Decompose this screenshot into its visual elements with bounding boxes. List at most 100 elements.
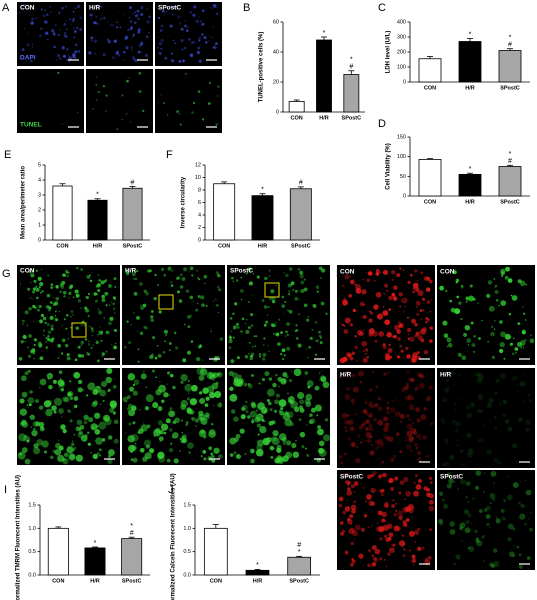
micrograph-signal <box>74 446 77 450</box>
micrograph-signal <box>283 354 286 357</box>
micrograph-signal <box>410 428 417 435</box>
micrograph-signal <box>73 371 81 379</box>
micrograph-signal <box>449 529 456 535</box>
micrograph-signal <box>250 401 256 407</box>
micrograph-signal <box>259 355 262 358</box>
micrograph-signal <box>114 328 118 332</box>
micrograph-signal <box>288 301 290 303</box>
micrograph-signal <box>87 352 91 356</box>
micrograph-signal <box>471 343 476 347</box>
micrograph-signal <box>204 40 208 44</box>
bar <box>498 50 522 83</box>
micrograph-signal <box>185 423 188 427</box>
micrograph-signal <box>195 425 197 427</box>
micrograph-signal <box>201 303 205 307</box>
micrograph-signal <box>33 357 35 360</box>
micrograph-signal <box>426 300 431 305</box>
micrograph-signal <box>73 27 75 29</box>
micrograph-signal <box>213 447 220 454</box>
micrograph-signal <box>361 424 364 427</box>
micrograph-signal <box>362 409 367 414</box>
micrograph-signal <box>370 525 372 528</box>
micrograph-signal <box>382 472 387 478</box>
image-label: H/R <box>340 372 352 379</box>
micrograph-signal <box>306 380 314 388</box>
micrograph-signal <box>354 345 359 350</box>
micrograph-signal <box>362 278 364 281</box>
micrograph-signal <box>96 283 101 288</box>
micrograph-signal <box>402 506 409 513</box>
micrograph-signal <box>80 324 83 326</box>
micrograph-signal <box>139 41 144 45</box>
micrograph-signal <box>385 436 391 442</box>
micrograph-signal <box>187 350 191 355</box>
micrograph-signal <box>19 408 28 416</box>
micrograph-signal <box>187 442 194 449</box>
micrograph-signal <box>395 509 398 512</box>
micrograph-signal <box>27 397 35 404</box>
micrograph-signal <box>67 272 69 274</box>
micrograph-signal <box>445 443 448 445</box>
micrograph-signal <box>346 370 350 373</box>
micrograph-signal <box>294 296 299 301</box>
micrograph-signal <box>309 413 313 417</box>
micrograph-signal <box>50 324 54 328</box>
micrograph-signal <box>30 307 32 309</box>
micrograph-signal <box>303 303 308 308</box>
micrograph-signal <box>102 53 106 57</box>
micrograph-signal <box>29 297 32 300</box>
micrograph-signal <box>105 350 108 353</box>
micrograph-signal <box>283 272 285 274</box>
micrograph-signal <box>114 346 116 349</box>
micrograph-signal <box>138 428 144 434</box>
micrograph-signal <box>58 408 64 414</box>
y-axis-label: LDH level (U/L) <box>386 31 392 74</box>
micrograph-signal <box>80 354 85 358</box>
micrograph-signal <box>56 59 58 61</box>
micrograph-signal <box>285 440 292 446</box>
micrograph-signal <box>278 385 280 388</box>
micrograph-signal <box>240 414 246 420</box>
micrograph-signal <box>129 386 135 392</box>
micrograph-signal <box>134 14 138 18</box>
micrograph-signal <box>111 24 114 27</box>
bar <box>498 166 522 197</box>
micrograph-signal <box>411 554 416 559</box>
micrograph-signal <box>417 457 422 462</box>
micrograph-signal <box>392 335 395 339</box>
micrograph-signal <box>35 17 37 19</box>
micrograph-signal <box>55 285 59 289</box>
micrograph-signal <box>107 388 111 392</box>
micrograph-signal <box>350 541 354 546</box>
micrograph-signal <box>374 403 379 408</box>
micrograph-signal <box>62 429 67 434</box>
micrograph-signal <box>30 21 34 25</box>
micrograph-signal <box>355 457 361 464</box>
micrograph-signal <box>185 77 187 79</box>
micrograph-signal <box>249 410 257 418</box>
micrograph-signal <box>527 406 529 408</box>
micrograph-signal <box>360 441 363 444</box>
micrograph-signal <box>258 353 261 356</box>
micrograph-signal <box>137 360 140 363</box>
micrograph-signal <box>415 433 422 439</box>
micrograph-signal <box>115 51 119 55</box>
micrograph-signal <box>21 323 24 325</box>
bar <box>245 569 270 576</box>
x-tick-label: CON <box>210 578 222 584</box>
micrograph-signal <box>344 420 349 425</box>
bar <box>458 173 482 197</box>
micrograph-signal <box>180 380 184 384</box>
micrograph-signal <box>261 298 265 302</box>
micrograph-signal <box>152 369 155 373</box>
micrograph-signal <box>131 445 137 451</box>
micrograph-signal <box>45 408 53 417</box>
micrograph-signal <box>207 102 211 105</box>
micrograph-signal <box>35 399 39 403</box>
micrograph-signal <box>233 377 239 383</box>
micrograph-signal <box>486 505 491 511</box>
micrograph-signal <box>392 285 398 291</box>
micrograph-signal <box>450 307 456 313</box>
micrograph-signal <box>487 341 489 343</box>
micrograph-signal <box>347 518 353 525</box>
